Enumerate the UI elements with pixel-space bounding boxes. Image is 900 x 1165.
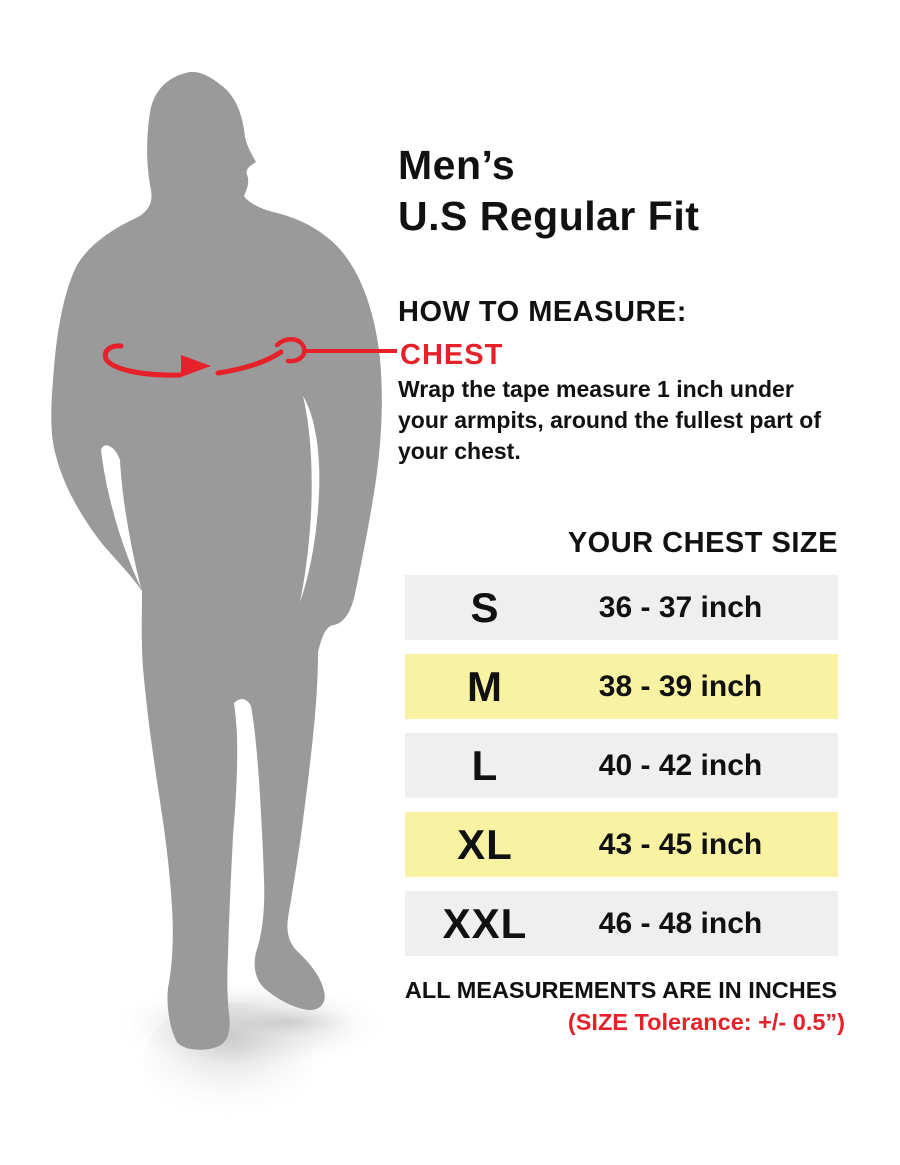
right-arm-gap (300, 396, 320, 602)
left-armpit-gap (101, 445, 141, 588)
chest-size-table-header: YOUR CHEST SIZE (567, 527, 838, 559)
size-tolerance-note: (SIZE Tolerance: +/- 0.5”) (567, 1009, 845, 1035)
chest-label: CHEST (400, 339, 504, 371)
tape-arrowhead-icon (181, 355, 211, 377)
title-line-2: U.S Regular Fit (398, 193, 700, 239)
measure-instructions: Wrap the tape measure 1 inch under your … (398, 376, 821, 464)
size-label: S (470, 583, 500, 631)
measurements-note: ALL MEASUREMENTS ARE IN INCHES (404, 977, 838, 1003)
chest-range-value: 46 - 48 inch (598, 906, 763, 940)
size-label: M (467, 662, 503, 710)
size-table-row: XL 43 - 45 inch (405, 812, 838, 877)
page-title: Men’s U.S Regular Fit (398, 140, 699, 242)
size-table: S 36 - 37 inch M 38 - 39 inch L 40 - 42 … (405, 575, 838, 970)
size-label: L (471, 741, 499, 789)
size-table-row: S 36 - 37 inch (405, 575, 838, 640)
chest-range-value: 38 - 39 inch (598, 669, 763, 703)
floor-shadow (110, 980, 390, 1122)
size-table-row: L 40 - 42 inch (405, 733, 838, 798)
chest-range-value: 36 - 37 inch (598, 590, 763, 624)
title-line-1: Men’s (398, 142, 516, 188)
chest-measure-arc (102, 337, 307, 378)
size-table-row: M 38 - 39 inch (405, 654, 838, 719)
silhouette-body (51, 71, 382, 1050)
chest-range-value: 40 - 42 inch (598, 748, 763, 782)
size-table-row: XXL 46 - 48 inch (405, 891, 838, 956)
how-to-measure-heading: HOW TO MEASURE: (398, 296, 687, 328)
size-label: XL (457, 820, 513, 868)
chest-range-value: 43 - 45 inch (598, 827, 763, 861)
size-label: XXL (442, 899, 528, 947)
